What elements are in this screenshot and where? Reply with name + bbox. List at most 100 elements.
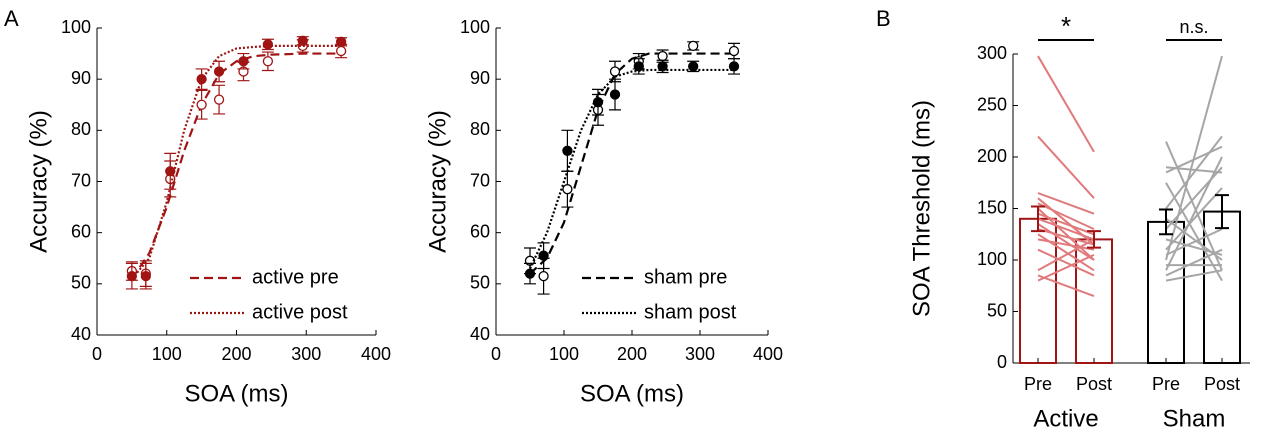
error-bar [1159, 208, 1173, 236]
fit-line [130, 52, 342, 280]
x-tick-label: Pre [1152, 374, 1180, 394]
significance-label: * [1061, 11, 1071, 41]
y-tick-label: 50 [987, 300, 1007, 320]
y-tick-label: 40 [470, 324, 490, 344]
x-tick-label: Post [1076, 374, 1112, 394]
subject-line [1037, 135, 1095, 199]
error-bar [1087, 230, 1101, 249]
data-point [688, 40, 699, 52]
data-point [165, 166, 176, 177]
data-point [728, 61, 740, 72]
subject-line [1037, 217, 1095, 241]
y-tick-label: 250 [977, 94, 1007, 114]
subject-line [1165, 187, 1223, 251]
subject-line [1037, 248, 1095, 277]
x-tick-label: 200 [221, 344, 251, 364]
y-tick-label: 40 [71, 324, 91, 344]
y-tick-label: 60 [71, 221, 91, 241]
data-point [657, 61, 668, 72]
subject-line [1037, 223, 1095, 261]
data-point [213, 94, 225, 105]
data-point [657, 50, 668, 62]
y-tick-label: 70 [470, 170, 490, 190]
fit-line [529, 68, 734, 269]
y-tick-label: 100 [460, 17, 490, 37]
x-tick-label: 300 [685, 344, 715, 364]
significance-label: n.s. [1179, 17, 1208, 37]
data-point [213, 66, 225, 77]
data-point [262, 56, 274, 67]
y-tick-label: 150 [977, 197, 1007, 217]
x-tick-label: 0 [491, 344, 501, 364]
data-point [562, 184, 573, 195]
subject-line [1165, 55, 1223, 261]
x-axis-label: SOA (ms) [580, 380, 684, 407]
data-point [538, 250, 549, 261]
y-tick-label: 80 [71, 119, 91, 139]
y-axis-label: Accuracy (%) [424, 110, 451, 253]
legend-label: active post [252, 301, 348, 323]
bar [1075, 238, 1113, 364]
data-point [688, 61, 699, 72]
x-tick-label: 400 [753, 344, 783, 364]
legend-label: sham post [644, 301, 737, 323]
group-label: Active [1033, 405, 1098, 432]
fit-line [131, 44, 342, 280]
data-point [728, 45, 740, 57]
y-tick-label: 50 [71, 273, 91, 293]
y-axis-label: SOA Threshold (ms) [908, 100, 935, 317]
subject-line [1037, 228, 1095, 246]
data-point [592, 97, 604, 108]
subject-line [1037, 192, 1095, 215]
y-tick-label: 90 [71, 68, 91, 88]
panel-label: A [4, 6, 19, 31]
x-axis-label: SOA (ms) [184, 380, 288, 407]
y-tick-label: 70 [71, 170, 91, 190]
y-tick-label: 60 [470, 221, 490, 241]
fit-line [529, 52, 734, 275]
x-tick-label: 300 [291, 344, 321, 364]
subject-line [1165, 156, 1223, 271]
subject-line [1165, 141, 1223, 271]
subject-line [1037, 274, 1095, 297]
error-bar [1031, 205, 1045, 233]
legend-label: sham pre [644, 266, 727, 288]
data-point [126, 271, 138, 282]
subject-line [1165, 248, 1223, 277]
y-tick-label: 100 [61, 17, 91, 37]
y-tick-label: 200 [977, 146, 1007, 166]
x-tick-label: 200 [617, 344, 647, 364]
y-tick-label: 300 [977, 43, 1007, 63]
data-point [297, 35, 308, 46]
y-axis-label: Accuracy (%) [25, 110, 52, 253]
error-bar [1215, 194, 1229, 230]
x-tick-label: 100 [549, 344, 579, 364]
data-point [609, 89, 621, 100]
data-point [524, 268, 536, 279]
x-tick-label: 100 [152, 344, 182, 364]
x-tick-label: 0 [92, 344, 102, 364]
data-point [140, 271, 151, 282]
data-point [335, 36, 347, 47]
panel-label: B [876, 6, 891, 31]
x-tick-label: Post [1204, 374, 1240, 394]
subject-line [1165, 135, 1223, 210]
data-point [196, 74, 207, 85]
y-tick-label: 50 [470, 273, 490, 293]
subject-line [1165, 269, 1223, 282]
subject-line [1037, 212, 1095, 236]
y-tick-label: 80 [470, 119, 490, 139]
subject-line [1037, 238, 1095, 251]
subject-line [1037, 238, 1095, 272]
x-tick-label: 400 [361, 344, 391, 364]
subject-line [1165, 238, 1223, 256]
y-tick-label: 100 [977, 249, 1007, 269]
y-tick-label: 90 [470, 68, 490, 88]
data-point [609, 66, 621, 77]
subject-line [1037, 202, 1095, 231]
data-point [262, 39, 274, 50]
legend-label: active pre [252, 266, 339, 288]
data-point [538, 271, 549, 282]
subject-line [1037, 253, 1095, 282]
data-point [196, 99, 207, 110]
